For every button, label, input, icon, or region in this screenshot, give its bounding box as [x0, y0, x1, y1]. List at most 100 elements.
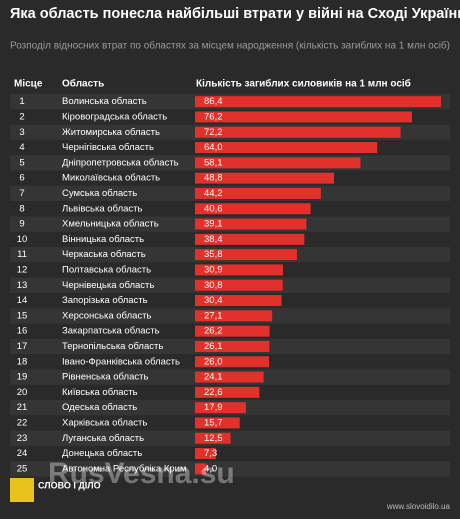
value-label: 12,5: [204, 433, 223, 444]
category-label: Автономна Республіка Крим: [62, 463, 187, 474]
rank: 14: [17, 295, 28, 306]
bar: [195, 96, 441, 108]
value-label: 72,2: [204, 127, 223, 138]
category-label: Житомирська область: [62, 127, 160, 138]
rank: 23: [17, 433, 28, 444]
rank: 10: [17, 234, 28, 245]
rank: 13: [17, 280, 28, 291]
rank: 3: [19, 127, 24, 138]
value-label: 86,4: [204, 96, 223, 107]
value-label: 48,8: [204, 173, 223, 184]
category-label: Запорізька область: [62, 295, 148, 306]
rank: 1: [19, 96, 24, 107]
category-label: Черкаська область: [62, 249, 146, 260]
rank: 12: [17, 264, 28, 275]
value-label: 7,3: [204, 448, 217, 459]
rank: 11: [17, 249, 27, 260]
category-header: Область: [62, 78, 104, 90]
category-label: Харківська область: [62, 417, 147, 428]
category-label: Закарпатська область: [62, 326, 160, 337]
rank: 7: [19, 188, 24, 199]
bar: [195, 448, 216, 460]
logo: СЛОВО І ДІЛО: [38, 480, 101, 490]
rank: 19: [17, 372, 28, 383]
bar: [195, 142, 378, 154]
value-label: 64,0: [204, 142, 223, 153]
bar: [195, 371, 264, 383]
category-label: Тернопільська область: [62, 341, 163, 352]
rank: 4: [19, 142, 24, 153]
value-label: 58,1: [204, 157, 223, 168]
category-label: Херсонська область: [62, 310, 152, 321]
bar: [195, 463, 207, 475]
category-label: Київська область: [62, 387, 138, 398]
value-label: 26,0: [204, 356, 223, 367]
category-label: Полтавська область: [62, 264, 151, 275]
rank: 2: [19, 111, 24, 122]
value-label: 30,4: [204, 295, 223, 306]
category-label: Львівська область: [62, 203, 142, 214]
category-label: Сумська область: [62, 188, 137, 199]
bar: [195, 264, 283, 276]
value-label: 27,1: [204, 310, 223, 321]
bar: [195, 172, 334, 184]
rank: 17: [17, 341, 28, 352]
category-label: Волинська область: [62, 96, 147, 107]
rank: 22: [17, 417, 28, 428]
bar: [195, 157, 361, 169]
rank: 15: [17, 310, 28, 321]
value-label: 35,8: [204, 249, 223, 260]
value-label: 44,2: [204, 188, 223, 199]
rank-header: Місце: [14, 79, 43, 90]
category-label: Івано-Франківська область: [62, 356, 180, 367]
watermark: RusVesna.su: [48, 457, 235, 490]
value-label: 38,4: [204, 234, 223, 245]
category-label: Донецька область: [62, 448, 142, 459]
website: www.slovoidilo.ua: [386, 502, 451, 511]
rank: 25: [17, 463, 28, 474]
rank: 5: [19, 157, 24, 168]
value-label: 76,2: [204, 111, 223, 122]
bar: [195, 340, 270, 352]
bar: [195, 310, 273, 322]
value-label: 26,2: [204, 326, 223, 337]
rank: 8: [19, 203, 24, 214]
category-label: Луганська область: [62, 433, 144, 444]
bar: [195, 432, 231, 444]
bar: [195, 295, 282, 307]
value-label: 22,6: [204, 387, 223, 398]
category-label: Чернігівська область: [62, 142, 154, 153]
bar: [195, 386, 260, 398]
bar: [195, 402, 246, 414]
category-label: Вінницька область: [62, 234, 144, 245]
value-header: Кількість загиблих силовиків на 1 млн ос…: [196, 78, 411, 90]
bar: [195, 203, 311, 215]
bar: [195, 249, 297, 261]
value-label: 39,1: [204, 219, 223, 230]
category-label: Миколаївська область: [62, 173, 160, 184]
rank: 6: [19, 173, 24, 184]
rank: 24: [17, 448, 28, 459]
value-label: 30,9: [204, 264, 223, 275]
bar: [195, 126, 401, 138]
category-label: Одеська область: [62, 402, 137, 413]
chart-subtitle: Розподіл відносних втрат по областях за …: [10, 40, 450, 52]
value-label: 24,1: [204, 372, 223, 383]
category-label: Хмельницька область: [62, 219, 159, 230]
value-label: 30,8: [204, 280, 223, 291]
rank: 20: [17, 387, 28, 398]
bar: [195, 325, 270, 337]
bar: [195, 233, 305, 245]
value-label: 40,6: [204, 203, 223, 214]
bar: [195, 187, 321, 199]
bar: [195, 356, 270, 368]
row-stripe: [10, 461, 450, 477]
rank: 18: [17, 356, 28, 367]
rank: 21: [17, 402, 28, 413]
bar: [195, 417, 240, 429]
chart-title: Яка область понесла найбільші втрати у в…: [10, 6, 460, 22]
value-label: 15,7: [204, 417, 223, 428]
rank: 9: [19, 219, 24, 230]
value-label: 26,1: [204, 341, 223, 352]
